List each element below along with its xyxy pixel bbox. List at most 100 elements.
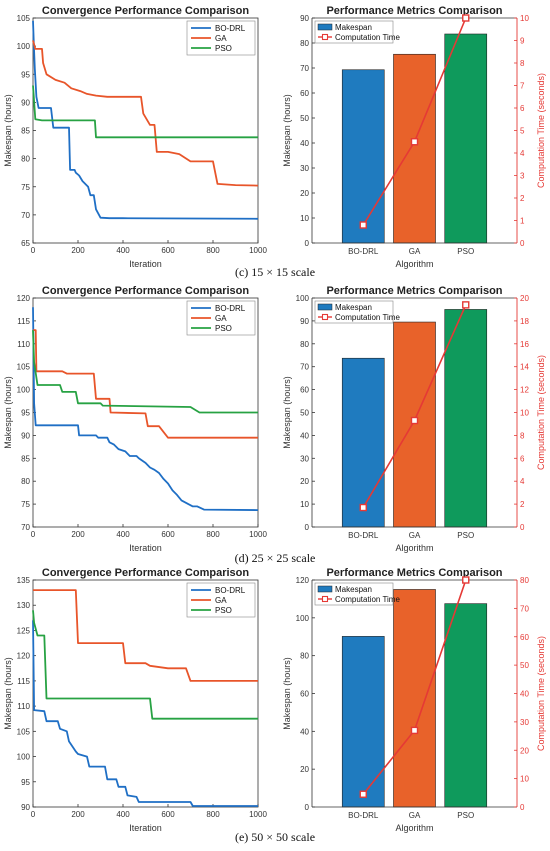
legend-label: PSO [215,606,232,615]
x-tick-label: 200 [71,530,85,539]
legend-label: Computation Time [335,313,400,322]
computation-time-marker-pso [462,576,470,584]
series-line-bo-drl [32,20,259,220]
category-label: PSO [457,531,474,540]
y-tick-label: 30 [300,454,309,463]
legend-label: Computation Time [335,33,400,42]
y-tick-label: 70 [21,211,30,220]
panel-section-0: Convergence Performance Comparison Iterat… [3,5,546,279]
y-axis-label: Makespan (hours) [282,94,292,167]
x-axis-label: Iteration [129,823,162,833]
x-tick-label: 400 [116,810,130,819]
y-tick-label: 75 [21,183,30,192]
legend-label: Makespan [335,23,372,32]
y-tick-label: 20 [300,477,309,486]
y-tick-label: 115 [17,317,30,326]
legend-swatch-marker [321,313,329,321]
series-line-ga [33,589,258,682]
y-axis-label: Makespan (hours) [3,376,13,449]
convergence-chart: Convergence Performance Comparison Iterat… [3,567,267,833]
y-tick-label: 110 [17,702,30,711]
y-tick-label: 105 [17,363,31,372]
y-axis-label: Makespan (hours) [282,657,292,730]
y-tick-label: 105 [17,14,31,23]
x-axis-label: Iteration [129,259,162,269]
y-tick-label: 80 [21,477,30,486]
series-line-ga [33,329,258,439]
y-tick-label: 125 [17,626,31,635]
y-tick-label: 70 [21,523,30,532]
right-tick-label: 4 [520,149,525,158]
y-tick-label: 40 [300,727,309,736]
y-tick-label: 30 [300,164,309,173]
makespan-bar-pso [444,309,488,528]
metrics-chart: Performance Metrics Comparison Algorithm M… [282,285,546,553]
right-tick-label: 40 [520,690,529,699]
makespan-bar-bo-drl [341,636,385,808]
right-tick-label: 5 [520,127,525,136]
x-tick-label: 1000 [249,530,267,539]
y-tick-label: 20 [300,189,309,198]
right-y-axis-label: Computation Time (seconds) [536,355,546,470]
chart-title: Performance Metrics Comparison [326,567,502,579]
series-line-ga [32,40,259,187]
legend-label: PSO [215,44,232,53]
y-tick-label: 85 [21,127,30,136]
x-tick-label: 800 [206,246,220,255]
y-tick-label: 115 [17,677,30,686]
legend-box [314,582,394,606]
x-tick-label: 600 [161,530,175,539]
y-tick-label: 100 [296,614,310,623]
right-tick-label: 8 [520,431,525,440]
makespan-bar-ga [393,589,436,808]
right-tick-label: 20 [520,746,529,755]
computation-time-marker-pso [462,301,470,309]
chart-title: Convergence Performance Comparison [42,5,250,17]
legend-box [314,300,394,324]
right-tick-label: 10 [520,409,529,418]
y-tick-label: 85 [21,454,30,463]
series-line-bo-drl [32,620,258,807]
right-tick-label: 10 [520,775,529,784]
y-tick-label: 100 [17,753,31,762]
x-axis-label: Iteration [129,543,162,553]
right-tick-label: 9 [520,37,525,46]
right-tick-label: 1 [520,217,525,226]
x-axis-label: Algorithm [395,543,433,553]
right-tick-label: 12 [520,386,529,395]
chart-title: Performance Metrics Comparison [326,285,502,297]
right-tick-label: 0 [520,239,525,248]
computation-time-marker-ga [410,416,419,425]
right-tick-label: 60 [520,633,529,642]
y-tick-label: 0 [305,803,310,812]
y-tick-label: 60 [300,89,309,98]
y-tick-label: 110 [17,340,30,349]
legend-label: BO-DRL [215,304,246,313]
x-tick-label: 400 [116,246,130,255]
y-tick-label: 120 [17,652,31,661]
computation-time-marker-bo-drl [359,790,367,798]
x-tick-label: 800 [206,810,220,819]
x-tick-label: 800 [206,530,220,539]
legend-swatch-makespan [317,303,333,311]
right-tick-label: 20 [520,294,529,303]
legend-label: GA [215,34,227,43]
y-axis-label: Makespan (hours) [3,657,13,730]
convergence-chart: Convergence Performance Comparison Iterat… [3,285,267,553]
legend-label: GA [215,596,227,605]
right-tick-label: 10 [520,14,529,23]
category-label: BO-DRL [348,531,379,540]
y-tick-label: 10 [300,214,309,223]
series-line-pso [32,85,258,139]
y-tick-label: 100 [17,42,31,51]
y-tick-label: 90 [21,98,30,107]
metrics-chart: Performance Metrics Comparison Algorithm M… [282,5,546,269]
category-label: BO-DRL [348,247,379,256]
category-label: GA [409,247,421,256]
y-tick-label: 135 [17,576,31,585]
chart-title: Performance Metrics Comparison [326,5,502,17]
